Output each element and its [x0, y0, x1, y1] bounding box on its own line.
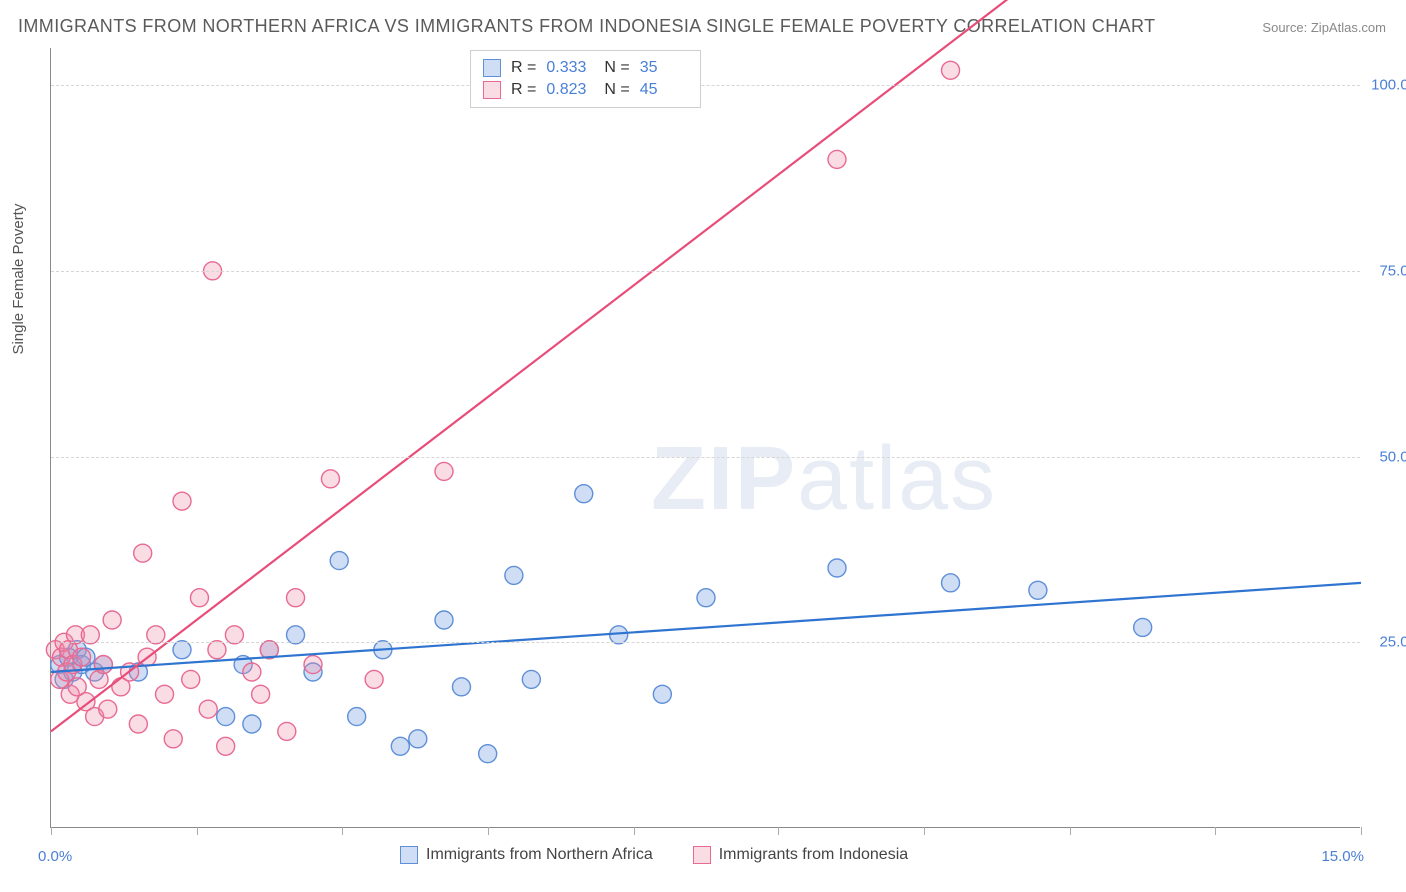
scatter-svg [51, 48, 1360, 827]
x-axis-max-label: 15.0% [1321, 848, 1364, 865]
data-point [225, 626, 243, 644]
y-tick-label: 25.0% [1366, 634, 1406, 651]
data-point [828, 559, 846, 577]
x-axis-min-label: 0.0% [38, 848, 72, 865]
legend-stats-box: R = 0.333 N = 35 R = 0.823 N = 45 [470, 50, 701, 108]
y-tick-label: 50.0% [1366, 448, 1406, 465]
data-point [173, 641, 191, 659]
x-tick [1215, 827, 1216, 835]
x-tick [51, 827, 52, 835]
x-tick [1070, 827, 1071, 835]
data-point [243, 715, 261, 733]
data-point [409, 730, 427, 748]
data-point [81, 626, 99, 644]
stat-N-label: N = [604, 59, 629, 77]
source-value: ZipAtlas.com [1311, 20, 1386, 35]
legend-series-name: Immigrants from Northern Africa [426, 846, 653, 864]
legend-swatch [483, 81, 501, 99]
stat-N-label: N = [604, 81, 629, 99]
y-axis-title: Single Female Poverty [10, 204, 27, 355]
data-point [147, 626, 165, 644]
data-point [73, 648, 91, 666]
data-point [243, 663, 261, 681]
data-point [94, 656, 112, 674]
legend-series-name: Immigrants from Indonesia [719, 846, 908, 864]
legend-stat-row: R = 0.333 N = 35 [483, 57, 688, 79]
x-tick [924, 827, 925, 835]
data-point [182, 670, 200, 688]
trend-line [51, 0, 1012, 731]
data-point [435, 611, 453, 629]
data-point [199, 700, 217, 718]
source-label: Source: [1262, 20, 1307, 35]
legend-swatch [693, 846, 711, 864]
data-point [653, 685, 671, 703]
x-tick [1361, 827, 1362, 835]
plot-area: ZIPatlas 25.0%50.0%75.0%100.0% [50, 48, 1360, 828]
data-point [173, 492, 191, 510]
y-tick-label: 75.0% [1366, 262, 1406, 279]
stat-R-label: R = [511, 81, 536, 99]
stat-R-value: 0.333 [546, 59, 594, 77]
data-point [252, 685, 270, 703]
gridline-h [51, 85, 1360, 86]
data-point [435, 462, 453, 480]
legend-item: Immigrants from Northern Africa [400, 846, 653, 864]
data-point [321, 470, 339, 488]
gridline-h [51, 271, 1360, 272]
y-tick-label: 100.0% [1366, 77, 1406, 94]
data-point [208, 641, 226, 659]
x-tick [342, 827, 343, 835]
data-point [575, 485, 593, 503]
legend-item: Immigrants from Indonesia [693, 846, 908, 864]
chart-title: IMMIGRANTS FROM NORTHERN AFRICA VS IMMIG… [18, 16, 1155, 37]
data-point [1029, 581, 1047, 599]
data-point [505, 566, 523, 584]
data-point [942, 574, 960, 592]
x-tick [488, 827, 489, 835]
data-point [391, 737, 409, 755]
data-point [190, 589, 208, 607]
gridline-h [51, 457, 1360, 458]
data-point [522, 670, 540, 688]
source-attribution: Source: ZipAtlas.com [1262, 20, 1386, 35]
stat-R-label: R = [511, 59, 536, 77]
stat-R-value: 0.823 [546, 81, 594, 99]
data-point [134, 544, 152, 562]
data-point [365, 670, 383, 688]
data-point [1134, 618, 1152, 636]
data-point [156, 685, 174, 703]
data-point [697, 589, 715, 607]
x-tick [778, 827, 779, 835]
data-point [828, 150, 846, 168]
data-point [164, 730, 182, 748]
data-point [330, 552, 348, 570]
data-point [287, 589, 305, 607]
data-point [103, 611, 121, 629]
legend-stat-row: R = 0.823 N = 45 [483, 79, 688, 101]
data-point [452, 678, 470, 696]
x-tick [197, 827, 198, 835]
data-point [217, 708, 235, 726]
data-point [278, 722, 296, 740]
data-point [287, 626, 305, 644]
data-point [348, 708, 366, 726]
data-point [304, 656, 322, 674]
stat-N-value: 45 [640, 81, 688, 99]
data-point [217, 737, 235, 755]
data-point [129, 715, 147, 733]
data-point [99, 700, 117, 718]
data-point [942, 61, 960, 79]
x-tick [634, 827, 635, 835]
stat-N-value: 35 [640, 59, 688, 77]
bottom-legend: Immigrants from Northern Africa Immigrant… [400, 846, 908, 864]
data-point [479, 745, 497, 763]
legend-swatch [400, 846, 418, 864]
gridline-h [51, 642, 1360, 643]
legend-swatch [483, 59, 501, 77]
